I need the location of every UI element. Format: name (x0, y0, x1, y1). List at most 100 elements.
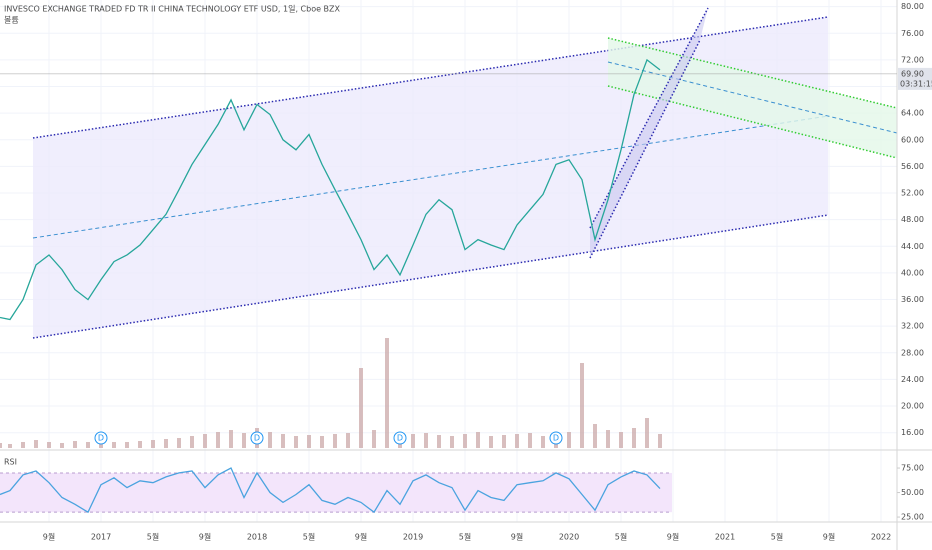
y-tick-label: 80.00 (901, 2, 924, 11)
x-tick-label: 2020 (559, 533, 579, 542)
y-tick-label: 60.00 (901, 135, 924, 144)
chart-title: INVESCO EXCHANGE TRADED FD TR II CHINA T… (4, 5, 341, 14)
y-tick-label: 75.00 (901, 464, 924, 473)
volume-bar (645, 418, 649, 448)
volume-bar (580, 363, 584, 448)
dividend-marker (250, 431, 264, 445)
volume-bar (307, 435, 311, 448)
volume-bar (34, 440, 38, 448)
x-tick-label: 5월 (303, 532, 315, 542)
steep-channel-bottom (589, 39, 701, 259)
channel-top (32, 16, 829, 139)
y-tick-label: 44.00 (901, 242, 924, 251)
volume-bar (411, 434, 415, 448)
volume-bar (164, 439, 168, 448)
volume-bar (268, 432, 272, 448)
countdown: 03:31:15 (900, 79, 932, 88)
x-tick-label: 2022 (871, 533, 891, 542)
volume-bar (463, 434, 467, 448)
rsi-band (0, 472, 672, 513)
plots (0, 58, 662, 514)
x-tick-label: 9월 (355, 532, 367, 542)
x-tick-label: 9월 (511, 532, 523, 542)
y-tick-label: 24.00 (901, 375, 924, 384)
channel-bottom (32, 214, 829, 339)
x-tick-label: 2018 (247, 533, 267, 542)
channel-mid (32, 115, 829, 239)
dividend-marker (94, 431, 108, 445)
y-tick-label: 32.00 (901, 322, 924, 331)
volume-bar (125, 442, 129, 448)
y-tick-label: 25.00 (901, 513, 924, 522)
volume-bar (112, 442, 116, 448)
volume-bar (320, 436, 324, 448)
volume-bar (0, 443, 2, 448)
volume-title: 볼륨 (4, 15, 19, 25)
y-tick-label: 50.00 (901, 488, 924, 497)
x-tick-label: 9월 (667, 532, 679, 542)
volume-bar (21, 442, 25, 448)
x-tick-label: 2017 (91, 533, 111, 542)
volume-bar (333, 434, 337, 448)
volume-bar (567, 432, 571, 448)
volume-bar (528, 433, 532, 448)
x-tick-label: 9월 (43, 532, 55, 542)
volume-bar (541, 436, 545, 448)
volume-bar (294, 436, 298, 448)
volume-bar (203, 434, 207, 448)
volume-bar (632, 428, 636, 448)
volume-bar (190, 436, 194, 448)
volume-bar (658, 434, 662, 448)
volume-bar (229, 430, 233, 448)
y-tick-label: 64.00 (901, 109, 924, 118)
dividend-label: D (553, 434, 559, 443)
volume-bar (450, 436, 454, 448)
volume-bar (515, 434, 519, 448)
y-tick-label: 16.00 (901, 428, 924, 437)
volume-bar (73, 441, 77, 448)
x-tick-label: 2021 (715, 533, 735, 542)
volume-bar (424, 433, 428, 448)
volume-bar (489, 436, 493, 448)
volume-bar (177, 438, 181, 448)
volume-bar (242, 433, 246, 448)
volume-bar (60, 443, 64, 448)
y-tick-label: 72.00 (901, 55, 924, 64)
dividend-marker (549, 431, 563, 445)
y-tick-label: 56.00 (901, 162, 924, 171)
y-tick-label: 76.00 (901, 29, 924, 38)
y-tick-label: 36.00 (901, 295, 924, 304)
x-tick-label: 5월 (147, 532, 159, 542)
y-tick-label: 40.00 (901, 268, 924, 277)
volume-bar (8, 444, 12, 448)
y-tick-label: 28.00 (901, 348, 924, 357)
x-tick-label: 9월 (823, 532, 835, 542)
volume-bar (593, 424, 597, 448)
x-tick-label: 2019 (403, 533, 423, 542)
x-tick-label: 5월 (459, 532, 471, 542)
green-channel-top (607, 37, 898, 109)
volume-bar (476, 432, 480, 448)
volume-bar (606, 430, 610, 448)
dividend-label: D (254, 434, 260, 443)
volume-bar (372, 430, 376, 448)
x-tick-label: 5월 (615, 532, 627, 542)
volume-bar (385, 338, 389, 448)
dividend-label: D (397, 434, 403, 443)
volume-bar (99, 443, 103, 448)
volume-bar (437, 435, 441, 448)
last-price-box (898, 67, 932, 90)
dividend-marker (393, 431, 407, 445)
y-tick-label: 20.00 (901, 402, 924, 411)
series-line (0, 58, 661, 321)
x-tick-label: 9월 (199, 532, 211, 542)
volume-bar (138, 441, 142, 448)
volume-bar (359, 368, 363, 448)
x-tick-label: 5월 (771, 532, 783, 542)
rsi-title: RSI (4, 458, 17, 467)
series-line (0, 467, 661, 514)
volume-bar (47, 442, 51, 448)
green-channel-bottom (607, 85, 898, 159)
volume-bar (502, 435, 506, 448)
